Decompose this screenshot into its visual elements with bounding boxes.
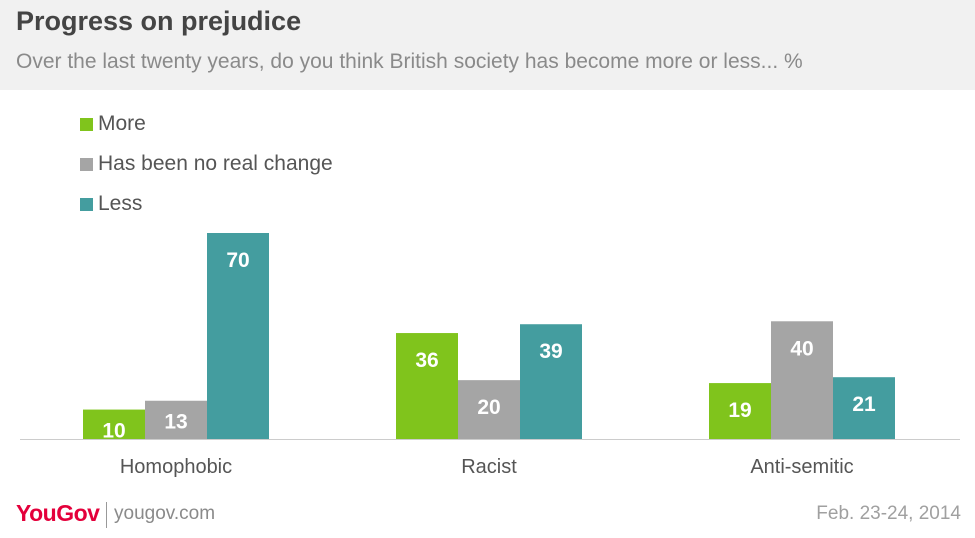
yougov-logo: YouGov: [16, 500, 100, 526]
category-label-0: Homophobic: [120, 456, 232, 478]
data-label-less-1: 39: [539, 340, 562, 363]
category-label-2: Anti-semitic: [750, 456, 853, 478]
data-label-no-change-0: 13: [164, 411, 187, 434]
bar-less-0: [207, 233, 269, 439]
bar-no-change-1: [458, 380, 520, 439]
bar-less-2: [833, 377, 895, 439]
bar-less-1: [520, 324, 582, 439]
data-label-more-2: 19: [728, 399, 751, 422]
bar-no-change-2: [771, 321, 833, 439]
data-label-less-0: 70: [226, 249, 249, 272]
bar-more-0: [83, 409, 145, 439]
data-label-less-2: 21: [852, 393, 876, 416]
bar-more-2: [709, 383, 771, 439]
bar-more-1: [396, 333, 458, 439]
chart-subtitle: Over the last twenty years, do you think…: [16, 50, 803, 73]
legend-label-more: More: [98, 112, 146, 135]
footer-separator: [106, 502, 107, 528]
data-label-more-0: 10: [102, 420, 125, 443]
category-label-1: Racist: [461, 456, 517, 478]
legend-swatch-no-change: [80, 158, 93, 171]
data-label-more-1: 36: [415, 349, 438, 372]
legend-swatch-more: [80, 118, 93, 131]
legend-swatch-less: [80, 198, 93, 211]
legend-label-no-change: Has been no real change: [98, 152, 333, 175]
footer-date: Feb. 23-24, 2014: [816, 503, 961, 524]
bar-no-change-0: [145, 400, 207, 439]
legend-label-less: Less: [98, 192, 143, 215]
footer-url: yougov.com: [114, 503, 216, 524]
data-label-no-change-2: 40: [790, 337, 813, 360]
chart-title: Progress on prejudice: [16, 6, 302, 36]
data-label-no-change-1: 20: [477, 396, 500, 419]
chart-header: Progress on prejudice Over the last twen…: [0, 0, 975, 90]
